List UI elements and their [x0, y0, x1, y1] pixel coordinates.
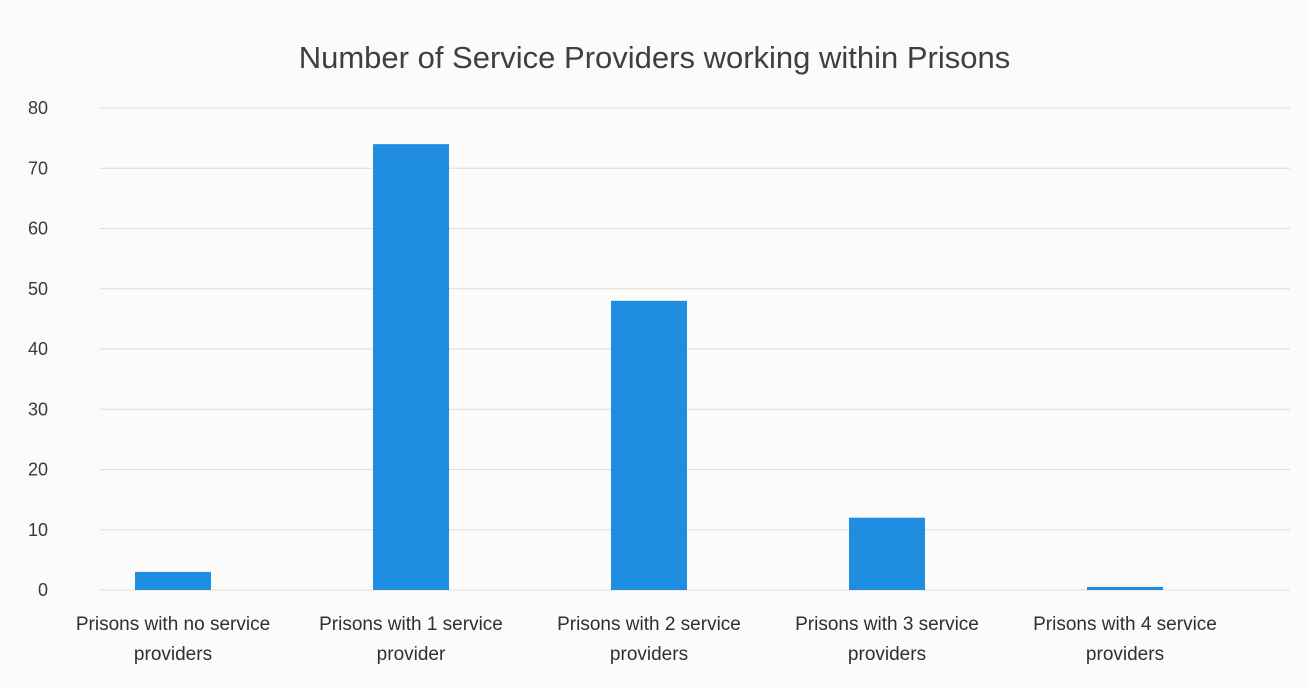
x-tick-label: providers	[1086, 644, 1164, 665]
y-tick-label: 70	[28, 158, 48, 178]
x-tick-label: Prisons with 3 service	[795, 614, 979, 635]
chart-title: Number of Service Providers working with…	[298, 40, 1011, 75]
x-tick-label: Prisons with no service	[76, 614, 270, 635]
y-tick-label: 40	[28, 339, 48, 359]
y-tick-label: 80	[28, 98, 48, 118]
y-tick-label: 60	[28, 219, 48, 239]
bar	[849, 517, 925, 590]
y-tick-label: 20	[28, 460, 48, 480]
bar	[611, 300, 687, 590]
x-tick-label: Prisons with 4 service	[1033, 614, 1217, 635]
x-tick-label: providers	[610, 644, 688, 665]
x-tick-label: providers	[134, 644, 212, 665]
y-tick-label: 30	[28, 399, 48, 419]
bar	[1087, 586, 1163, 590]
y-tick-label: 0	[38, 580, 48, 600]
y-tick-label: 50	[28, 279, 48, 299]
x-tick-label: Prisons with 2 service	[557, 614, 741, 635]
x-tick-label: Prisons with 1 service	[319, 614, 503, 635]
bar	[135, 571, 211, 590]
bar	[373, 144, 449, 590]
x-tick-label: provider	[377, 644, 446, 665]
y-tick-label: 10	[28, 520, 48, 540]
x-tick-label: providers	[848, 644, 926, 665]
